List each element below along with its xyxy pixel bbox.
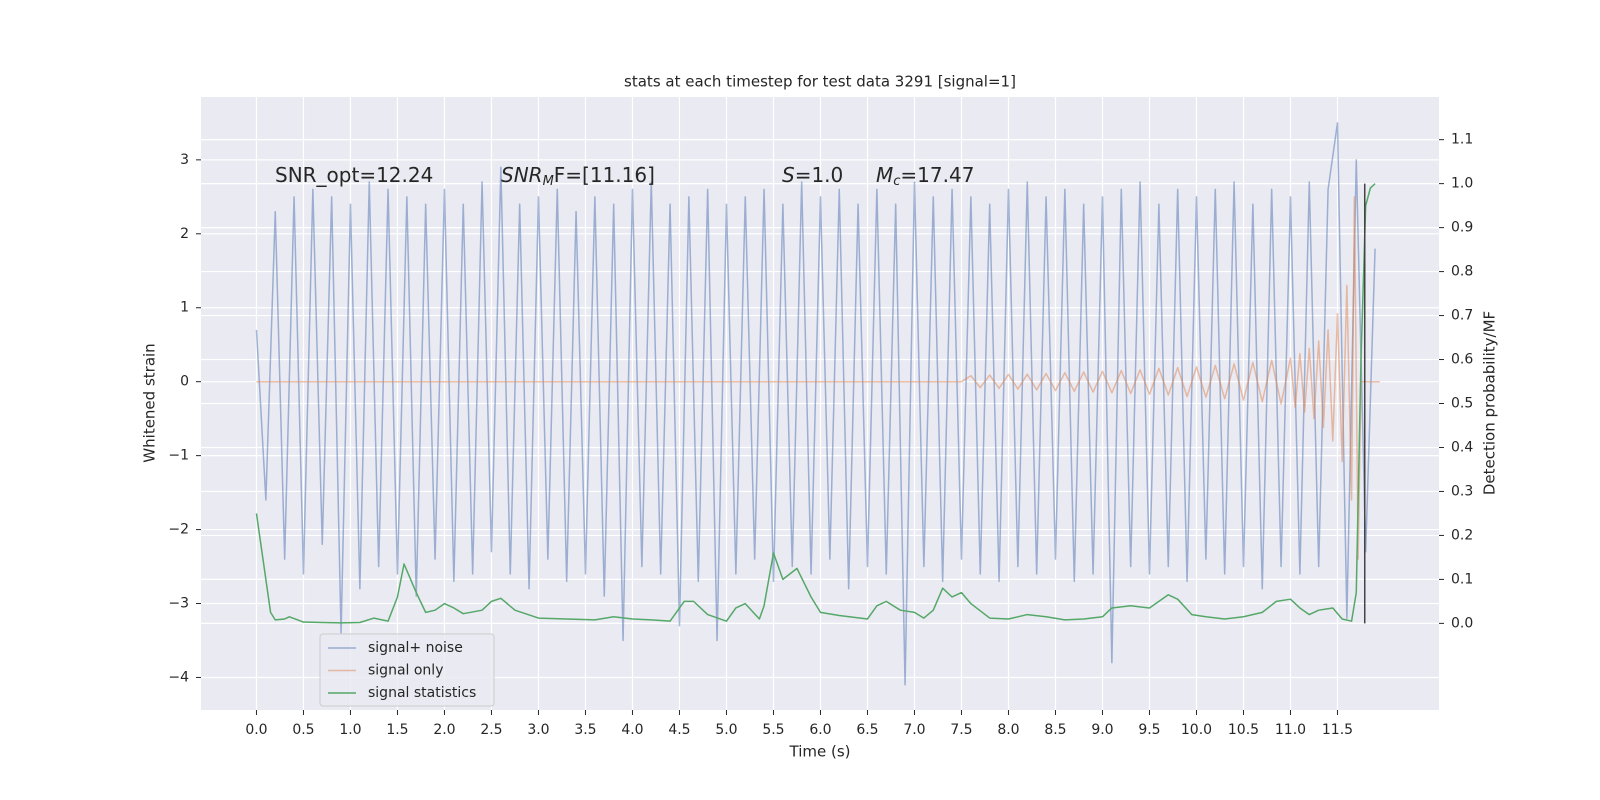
x-tick-label: 8.0 — [997, 722, 1019, 738]
y2-tick-label: 1.1 — [1451, 132, 1473, 148]
legend-label: signal only — [368, 663, 443, 679]
legend-box — [319, 633, 495, 707]
x-axis-label: Time (s) — [789, 743, 851, 761]
annotation-part: SNR — [501, 163, 543, 187]
annotation: Mc=17.47 — [876, 163, 974, 189]
x-tick-label: 1.0 — [339, 722, 361, 738]
x-tick-label: 5.5 — [762, 722, 784, 738]
x-tick-label: 4.0 — [621, 722, 643, 738]
plot-area — [255, 122, 1380, 686]
y-axis-label: Whitened strain — [141, 343, 159, 462]
annotation-part: =1.0 — [795, 163, 844, 187]
x-tick-label: 2.5 — [480, 722, 502, 738]
y2-tick-label: 1.0 — [1451, 176, 1473, 192]
y2-tick-label: 0.3 — [1451, 483, 1473, 499]
y2-tick-label: 0.0 — [1451, 615, 1473, 631]
annotation: SNRMF=[11.16] — [501, 163, 655, 189]
series-line — [256, 196, 1380, 560]
annotation-part: =17.47 — [900, 163, 974, 187]
y2-tick-label: 0.7 — [1451, 308, 1473, 324]
y-tick-label: −4 — [168, 669, 189, 685]
x-tick-label: 1.5 — [386, 722, 408, 738]
x-tick-label: 9.5 — [1138, 722, 1160, 738]
x-tick-label: 6.0 — [809, 722, 831, 738]
annotation-part: F=[11.16] — [554, 163, 655, 187]
series-line — [255, 122, 1376, 686]
labels: 0.0 0.5 1.0 1.5 2.0 2.5 3.0 3.5 4.0 4.5 5.0 5.5 6.0 6… — [168, 132, 1473, 738]
x-tick-label: 7.5 — [950, 722, 972, 738]
y-tick-label: 2 — [180, 226, 189, 242]
x-tick-label: 0.0 — [245, 722, 267, 738]
legend-label: signal+ noise — [368, 640, 463, 656]
x-tick-label: 6.5 — [856, 722, 878, 738]
x-tick-label: 2.0 — [433, 722, 455, 738]
legend-label: signal statistics — [368, 685, 476, 701]
y-tick-label: −1 — [168, 448, 189, 464]
x-tick-label: 11.5 — [1322, 722, 1353, 738]
y2-tick-label: 0.6 — [1451, 352, 1473, 368]
y2-tick-label: 0.5 — [1451, 396, 1473, 412]
y2-axis-label: Detection probability/MF — [1481, 311, 1499, 495]
x-tick-label: 8.5 — [1044, 722, 1066, 738]
y2-tick-label: 0.4 — [1451, 439, 1473, 455]
x-tick-label: 10.0 — [1181, 722, 1212, 738]
annotation-part: c — [893, 174, 900, 189]
y-tick-label: 3 — [180, 152, 189, 168]
x-tick-label: 4.5 — [668, 722, 690, 738]
x-tick-label: 9.0 — [1091, 722, 1113, 738]
annotation-part: S — [782, 163, 795, 187]
chart-title: stats at each timestep for test data 329… — [624, 73, 1016, 91]
y2-tick-label: 0.2 — [1451, 527, 1473, 543]
x-tick-label: 10.5 — [1228, 722, 1259, 738]
y-tick-label: −3 — [168, 596, 189, 612]
annotation: S=1.0 — [782, 163, 843, 187]
y-tick-label: 0 — [180, 374, 189, 390]
annotation-part: SNR_opt=12.24 — [275, 163, 433, 187]
annotation-part: M — [876, 163, 893, 187]
y2-tick-label: 0.9 — [1451, 220, 1473, 236]
x-tick-label: 7.0 — [903, 722, 925, 738]
x-tick-label: 3.5 — [574, 722, 596, 738]
annotation: SNR_opt=12.24 — [275, 163, 433, 187]
series-line — [255, 183, 1376, 624]
x-tick-label: 3.0 — [527, 722, 549, 738]
y2-tick-label: 0.8 — [1451, 264, 1473, 280]
x-tick-label: 0.5 — [292, 722, 314, 738]
y-tick-label: −2 — [168, 522, 189, 538]
annotation-part: M — [543, 174, 554, 189]
y-tick-label: 1 — [180, 300, 189, 316]
x-tick-label: 5.0 — [715, 722, 737, 738]
x-tick-label: 11.0 — [1275, 722, 1306, 738]
y2-tick-label: 0.1 — [1451, 571, 1473, 587]
